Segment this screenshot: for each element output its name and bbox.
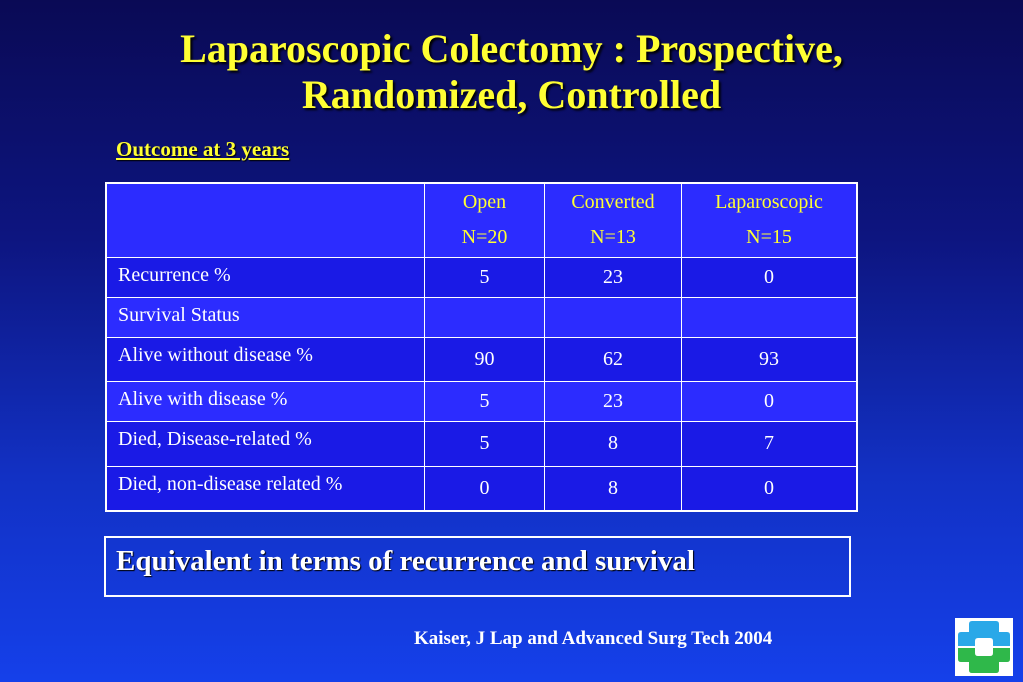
- cell-value: 90: [424, 336, 545, 382]
- slide-title-line-2: Randomized, Controlled: [301, 72, 722, 117]
- column-header-converted-name: Converted: [571, 191, 655, 214]
- table-header-empty-cell: [105, 182, 425, 258]
- cell-value: [681, 296, 858, 338]
- table-row: Recurrence % 5 23 0: [105, 256, 858, 298]
- cell-value: 93: [681, 336, 858, 382]
- cell-value: 5: [424, 256, 545, 298]
- table-row: Alive with disease % 5 23 0: [105, 380, 858, 422]
- column-header-open: Open N=20: [424, 182, 545, 258]
- table-row: Alive without disease % 90 62 93: [105, 336, 858, 382]
- cell-value: 7: [681, 420, 858, 467]
- clinic-cross-logo-icon: [955, 618, 1013, 676]
- column-header-laparoscopic-n: N=15: [746, 226, 792, 249]
- row-label: Survival Status: [105, 296, 425, 338]
- slide-title-line-1: Laparoscopic Colectomy : Prospective,: [180, 26, 843, 71]
- row-label: Alive without disease %: [105, 336, 425, 382]
- table-header-row: Open N=20 Converted N=13 Laparoscopic N=…: [105, 182, 858, 258]
- slide-subtitle: Outcome at 3 years: [116, 137, 290, 161]
- cell-value: 0: [424, 465, 545, 512]
- cell-value: 0: [681, 256, 858, 298]
- column-header-laparoscopic: Laparoscopic N=15: [681, 182, 858, 258]
- slide-title: Laparoscopic Colectomy : Prospective, Ra…: [0, 26, 1023, 118]
- cell-value: 23: [544, 256, 682, 298]
- cell-value: 0: [681, 380, 858, 422]
- row-label: Died, Disease-related %: [105, 420, 425, 467]
- outcome-table: Open N=20 Converted N=13 Laparoscopic N=…: [105, 182, 858, 512]
- cell-value: 8: [544, 465, 682, 512]
- conclusion-box: [104, 536, 851, 597]
- citation-text: Kaiser, J Lap and Advanced Surg Tech 200…: [414, 628, 773, 649]
- table-row: Died, Disease-related % 5 8 7: [105, 420, 858, 467]
- logo-top-shape: [958, 621, 1010, 646]
- table-row: Survival Status: [105, 296, 858, 338]
- cell-value: [544, 296, 682, 338]
- table-row: Died, non-disease related % 0 8 0: [105, 465, 858, 512]
- column-header-converted-n: N=13: [590, 226, 636, 249]
- logo-bottom-shape: [958, 648, 1010, 673]
- row-label: Recurrence %: [105, 256, 425, 298]
- column-header-open-n: N=20: [461, 226, 508, 249]
- column-header-open-name: Open: [462, 191, 507, 214]
- cell-value: 0: [681, 465, 858, 512]
- cell-value: 8: [544, 420, 682, 467]
- cell-value: 23: [544, 380, 682, 422]
- column-header-laparoscopic-name: Laparoscopic: [715, 191, 823, 214]
- cell-value: [424, 296, 545, 338]
- cell-value: 62: [544, 336, 682, 382]
- column-header-converted: Converted N=13: [544, 182, 682, 258]
- cell-value: 5: [424, 380, 545, 422]
- cell-value: 5: [424, 420, 545, 467]
- conclusion-text: Equivalent in terms of recurrence and su…: [116, 545, 695, 577]
- row-label: Died, non-disease related %: [105, 465, 425, 512]
- row-label: Alive with disease %: [105, 380, 425, 422]
